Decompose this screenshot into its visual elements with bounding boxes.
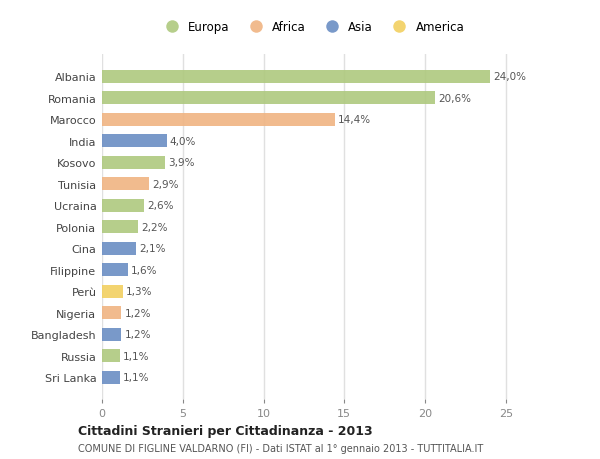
Text: 2,6%: 2,6% [147, 201, 174, 211]
Text: COMUNE DI FIGLINE VALDARNO (FI) - Dati ISTAT al 1° gennaio 2013 - TUTTITALIA.IT: COMUNE DI FIGLINE VALDARNO (FI) - Dati I… [78, 443, 483, 453]
Text: 1,1%: 1,1% [123, 351, 149, 361]
Bar [102, 263, 128, 276]
Bar [102, 221, 137, 234]
Bar [102, 349, 120, 362]
Text: 1,6%: 1,6% [131, 265, 158, 275]
Text: 1,2%: 1,2% [125, 308, 151, 318]
Bar [102, 135, 167, 148]
Text: 2,2%: 2,2% [141, 222, 167, 232]
Bar [102, 371, 120, 384]
Bar [102, 199, 144, 212]
Bar [102, 328, 121, 341]
Text: 14,4%: 14,4% [338, 115, 371, 125]
Bar [102, 285, 123, 298]
Bar [102, 242, 136, 255]
Text: 24,0%: 24,0% [493, 72, 526, 82]
Bar [102, 92, 435, 105]
Text: 1,1%: 1,1% [123, 372, 149, 382]
Text: Cittadini Stranieri per Cittadinanza - 2013: Cittadini Stranieri per Cittadinanza - 2… [78, 424, 373, 437]
Text: 2,1%: 2,1% [139, 244, 166, 254]
Text: 3,9%: 3,9% [168, 158, 195, 168]
Text: 1,3%: 1,3% [126, 286, 153, 297]
Text: 4,0%: 4,0% [170, 136, 196, 146]
Legend: Europa, Africa, Asia, America: Europa, Africa, Asia, America [155, 16, 469, 39]
Text: 20,6%: 20,6% [438, 94, 471, 104]
Bar [102, 71, 490, 84]
Text: 1,2%: 1,2% [125, 330, 151, 339]
Text: 2,9%: 2,9% [152, 179, 179, 189]
Bar [102, 113, 335, 127]
Bar [102, 157, 165, 169]
Bar [102, 307, 121, 319]
Bar [102, 178, 149, 191]
